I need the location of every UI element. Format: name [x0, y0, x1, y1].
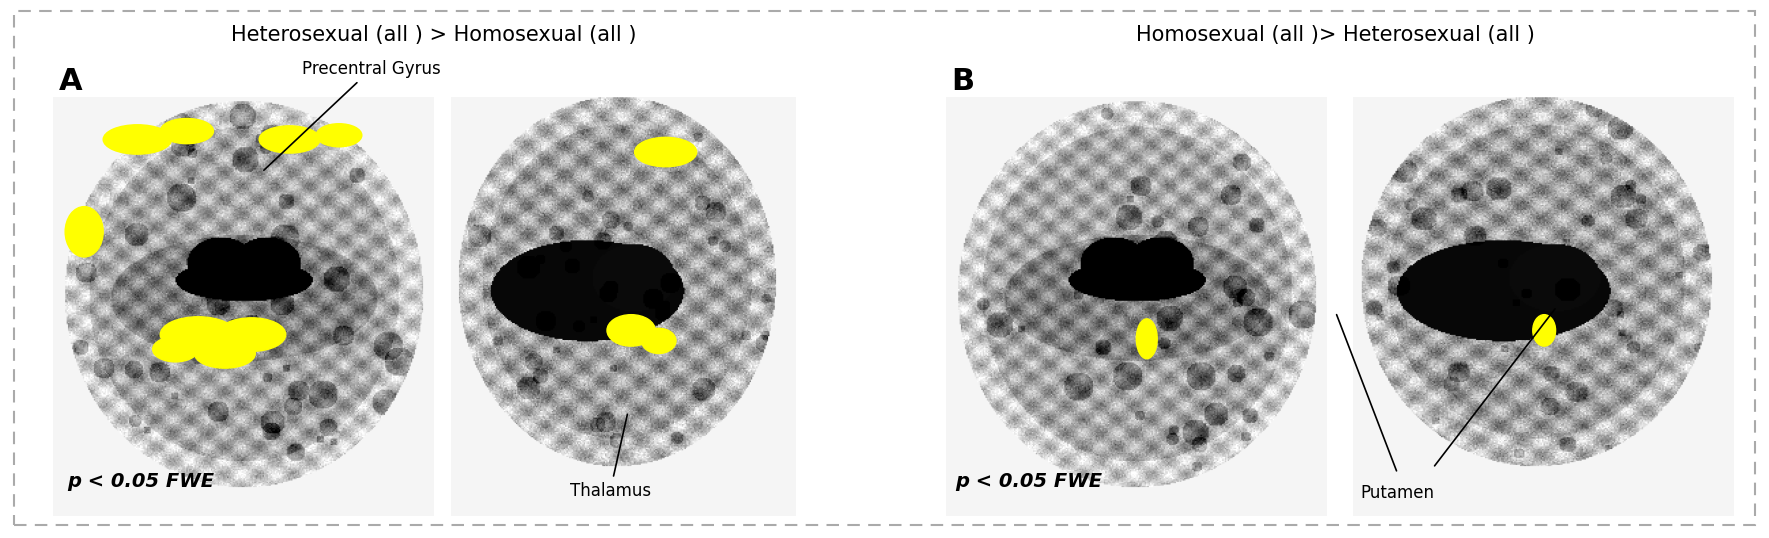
Ellipse shape: [607, 315, 655, 346]
Ellipse shape: [195, 339, 255, 368]
Ellipse shape: [161, 118, 214, 144]
Ellipse shape: [103, 125, 172, 154]
Text: p < 0.05 FWE: p < 0.05 FWE: [67, 472, 214, 491]
Text: Putamen: Putamen: [1360, 484, 1435, 502]
Ellipse shape: [65, 207, 103, 257]
Ellipse shape: [258, 126, 320, 153]
Text: B: B: [952, 67, 975, 96]
Text: Heterosexual (all ) > Homosexual (all ): Heterosexual (all ) > Homosexual (all ): [230, 25, 637, 45]
Ellipse shape: [152, 337, 198, 362]
Ellipse shape: [218, 318, 287, 351]
Ellipse shape: [1532, 315, 1555, 346]
Text: Precentral Gyrus: Precentral Gyrus: [264, 60, 440, 170]
Ellipse shape: [635, 137, 697, 167]
Text: Homosexual (all )> Heterosexual (all ): Homosexual (all )> Heterosexual (all ): [1136, 25, 1535, 45]
Text: A: A: [58, 67, 81, 96]
Text: p < 0.05 FWE: p < 0.05 FWE: [955, 472, 1102, 491]
Ellipse shape: [317, 124, 363, 147]
Text: Thalamus: Thalamus: [570, 414, 651, 499]
Ellipse shape: [161, 317, 237, 352]
Ellipse shape: [642, 328, 676, 353]
Ellipse shape: [1136, 319, 1157, 359]
